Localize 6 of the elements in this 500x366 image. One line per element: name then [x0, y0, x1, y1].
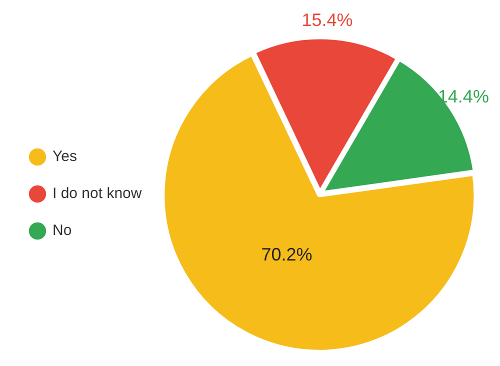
data-label: 70.2% — [261, 244, 312, 264]
legend-label: Yes — [52, 148, 77, 166]
legend-label: I do not know — [52, 185, 142, 202]
data-label: 14.4% — [438, 86, 489, 106]
legend-label: No — [52, 222, 72, 240]
data-label: 15.4% — [302, 10, 353, 30]
